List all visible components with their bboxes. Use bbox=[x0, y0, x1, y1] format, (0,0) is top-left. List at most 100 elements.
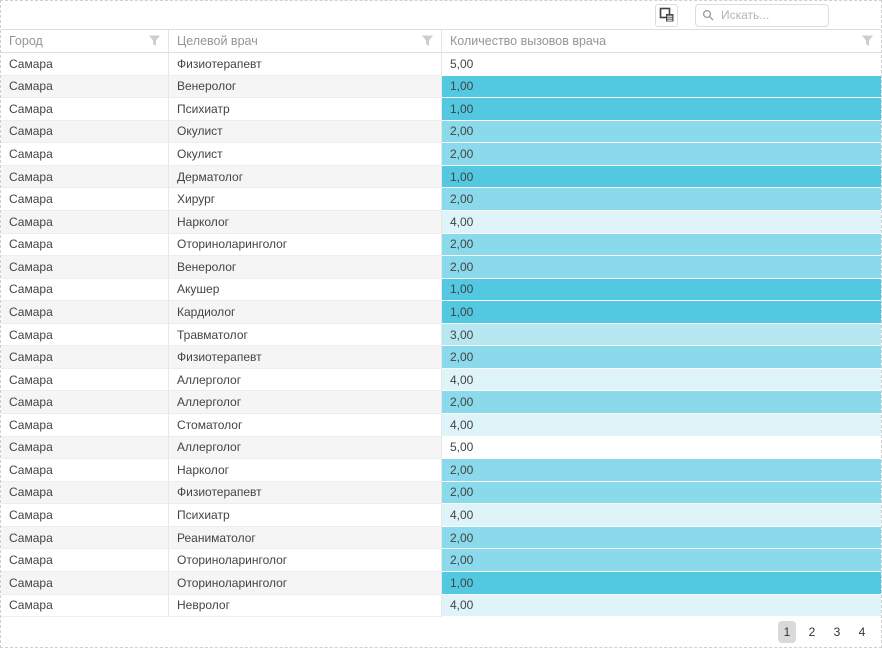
cell-calls-value: 1,00 bbox=[442, 165, 881, 189]
search-box[interactable] bbox=[695, 3, 829, 27]
table-row[interactable]: Самара Невролог 4,00 bbox=[1, 594, 881, 618]
table-row[interactable]: Самара Кардиолог 1,00 bbox=[1, 301, 881, 324]
cell-calls-value: 2,00 bbox=[442, 549, 881, 572]
cell-doctor: Физиотерапевт bbox=[169, 346, 442, 369]
column-header-label: Количество вызовов врача bbox=[450, 34, 607, 48]
cell-calls-value: 2,00 bbox=[442, 526, 881, 550]
cell-city: Самара bbox=[1, 391, 169, 414]
cell-doctor: Стоматолог bbox=[169, 414, 442, 437]
page-button-2[interactable]: 2 bbox=[808, 625, 816, 639]
column-header-city[interactable]: Город bbox=[1, 30, 169, 52]
cell-city: Самара bbox=[1, 571, 169, 595]
cell-doctor: Венеролог bbox=[169, 75, 442, 99]
cell-city: Самара bbox=[1, 120, 169, 144]
cell-city: Самара bbox=[1, 98, 169, 121]
table-row[interactable]: Самара Нарколог 2,00 bbox=[1, 459, 881, 482]
cell-city: Самара bbox=[1, 188, 169, 211]
table-header: Город Целевой врач Количество вызовов вр… bbox=[1, 29, 881, 53]
cell-calls-value: 2,00 bbox=[442, 120, 881, 144]
cell-calls-value: 1,00 bbox=[442, 75, 881, 99]
page-button-1[interactable]: 1 bbox=[778, 621, 796, 643]
table-row[interactable]: Самара Оториноларинголог 2,00 bbox=[1, 233, 881, 257]
table-body: Самара Физиотерапевт 5,00 Самара Венерол… bbox=[1, 53, 881, 618]
cell-calls-value: 5,00 bbox=[442, 53, 881, 76]
cell-calls-value: 1,00 bbox=[442, 278, 881, 302]
cell-city: Самара bbox=[1, 165, 169, 189]
filter-funnel-icon[interactable] bbox=[148, 34, 161, 50]
table-row[interactable]: Самара Акушер 1,00 bbox=[1, 278, 881, 302]
cell-calls-value: 2,00 bbox=[442, 459, 881, 482]
table-row[interactable]: Самара Дерматолог 1,00 bbox=[1, 165, 881, 189]
cell-calls-value: 2,00 bbox=[442, 481, 881, 505]
table-row[interactable]: Самара Физиотерапевт 2,00 bbox=[1, 481, 881, 505]
cell-doctor: Нарколог bbox=[169, 459, 442, 482]
table-row[interactable]: Самара Окулист 2,00 bbox=[1, 120, 881, 144]
table-row[interactable]: Самара Венеролог 1,00 bbox=[1, 75, 881, 99]
column-header-doctor[interactable]: Целевой врач bbox=[169, 30, 442, 52]
cell-calls-value: 1,00 bbox=[442, 98, 881, 121]
cell-calls-value: 4,00 bbox=[442, 368, 881, 392]
cell-doctor: Кардиолог bbox=[169, 301, 442, 324]
cell-doctor: Оториноларинголог bbox=[169, 571, 442, 595]
table-row[interactable]: Самара Аллерголог 4,00 bbox=[1, 368, 881, 392]
table-row[interactable]: Самара Реаниматолог 2,00 bbox=[1, 526, 881, 550]
cell-doctor: Акушер bbox=[169, 278, 442, 302]
table-row[interactable]: Самара Хирург 2,00 bbox=[1, 188, 881, 211]
table-row[interactable]: Самара Аллерголог 2,00 bbox=[1, 391, 881, 414]
cell-doctor: Физиотерапевт bbox=[169, 53, 442, 76]
cell-city: Самара bbox=[1, 278, 169, 302]
cell-calls-value: 1,00 bbox=[442, 301, 881, 324]
table-row[interactable]: Самара Оториноларинголог 2,00 bbox=[1, 549, 881, 572]
filter-funnel-icon[interactable] bbox=[861, 34, 874, 50]
cell-doctor: Аллерголог bbox=[169, 368, 442, 392]
cell-doctor: Психиатр bbox=[169, 504, 442, 527]
column-chooser-icon bbox=[659, 7, 675, 23]
cell-city: Самара bbox=[1, 53, 169, 76]
table-row[interactable]: Самара Нарколог 4,00 bbox=[1, 210, 881, 234]
cell-calls-value: 4,00 bbox=[442, 504, 881, 527]
cell-doctor: Аллерголог bbox=[169, 436, 442, 460]
cell-city: Самара bbox=[1, 323, 169, 347]
cell-city: Самара bbox=[1, 233, 169, 257]
cell-doctor: Оториноларинголог bbox=[169, 233, 442, 257]
table-row[interactable]: Самара Физиотерапевт 2,00 bbox=[1, 346, 881, 369]
cell-city: Самара bbox=[1, 459, 169, 482]
cell-calls-value: 3,00 bbox=[442, 323, 881, 347]
cell-city: Самара bbox=[1, 143, 169, 166]
page-button-4[interactable]: 4 bbox=[858, 625, 866, 639]
cell-calls-value: 4,00 bbox=[442, 594, 881, 618]
cell-calls-value: 1,00 bbox=[442, 571, 881, 595]
cell-doctor: Нарколог bbox=[169, 210, 442, 234]
search-input[interactable] bbox=[719, 7, 822, 23]
table-row[interactable]: Самара Психиатр 1,00 bbox=[1, 98, 881, 121]
cell-city: Самара bbox=[1, 414, 169, 437]
table-row[interactable]: Самара Оториноларинголог 1,00 bbox=[1, 571, 881, 595]
table-row[interactable]: Самара Стоматолог 4,00 bbox=[1, 414, 881, 437]
cell-doctor: Травматолог bbox=[169, 323, 442, 347]
table-row[interactable]: Самара Физиотерапевт 5,00 bbox=[1, 53, 881, 76]
table-row[interactable]: Самара Аллерголог 5,00 bbox=[1, 436, 881, 460]
table-row[interactable]: Самара Психиатр 4,00 bbox=[1, 504, 881, 527]
cell-doctor: Невролог bbox=[169, 594, 442, 618]
table-row[interactable]: Самара Окулист 2,00 bbox=[1, 143, 881, 166]
cell-doctor: Реаниматолог bbox=[169, 526, 442, 550]
cell-city: Самара bbox=[1, 346, 169, 369]
table-row[interactable]: Самара Венеролог 2,00 bbox=[1, 256, 881, 279]
filter-funnel-icon[interactable] bbox=[421, 34, 434, 50]
cell-doctor: Дерматолог bbox=[169, 165, 442, 189]
cell-city: Самара bbox=[1, 526, 169, 550]
cell-city: Самара bbox=[1, 75, 169, 99]
table-row[interactable]: Самара Травматолог 3,00 bbox=[1, 323, 881, 347]
cell-city: Самара bbox=[1, 594, 169, 618]
cell-calls-value: 2,00 bbox=[442, 143, 881, 166]
cell-doctor: Окулист bbox=[169, 120, 442, 144]
column-header-calls[interactable]: Количество вызовов врача bbox=[442, 30, 881, 52]
grid-toolbar bbox=[1, 1, 881, 29]
cell-city: Самара bbox=[1, 549, 169, 572]
column-chooser-button[interactable] bbox=[655, 3, 678, 27]
cell-doctor: Оториноларинголог bbox=[169, 549, 442, 572]
cell-doctor: Окулист bbox=[169, 143, 442, 166]
page-button-3[interactable]: 3 bbox=[833, 625, 841, 639]
